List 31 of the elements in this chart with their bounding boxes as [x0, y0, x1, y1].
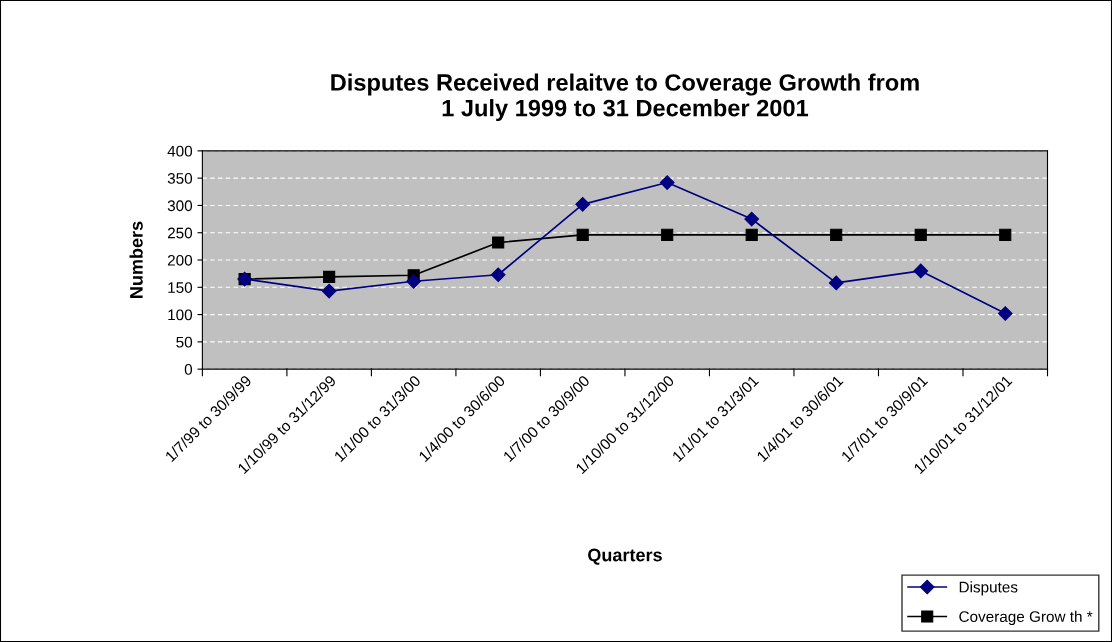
chart-title: Disputes Received relaitve to Coverage Growth from 1 July 1999 to 31 December 2001 [331, 73, 919, 122]
point [745, 228, 758, 241]
y-tick-label: 400 [167, 145, 193, 157]
y-tick-label: 150 [168, 282, 193, 293]
point [406, 273, 422, 289]
point [830, 228, 843, 241]
point [828, 275, 844, 291]
point [659, 175, 675, 190]
point [999, 228, 1012, 241]
y-axis-title: Numbers [129, 221, 143, 298]
point [492, 236, 505, 249]
point [323, 270, 336, 283]
point [997, 306, 1013, 321]
point [576, 228, 589, 241]
legend-label: Disputes [959, 581, 1018, 596]
y-tick-label: 50 [176, 336, 193, 348]
point [490, 267, 506, 283]
point [321, 283, 337, 299]
y-tick-label: 350 [167, 173, 193, 184]
y-tick-label: 300 [167, 200, 193, 212]
x-axis-title: Quarters [588, 548, 662, 565]
point [661, 228, 674, 241]
point [744, 211, 760, 227]
point [913, 263, 929, 279]
legend-label: Coverage Grow th * [959, 610, 1093, 626]
y-tick-label: 200 [167, 254, 193, 266]
point [914, 228, 927, 241]
y-tick-label: 0 [184, 364, 193, 375]
point [575, 196, 591, 212]
y-tick-label: 100 [168, 309, 193, 321]
y-tick-label: 250 [167, 227, 193, 239]
